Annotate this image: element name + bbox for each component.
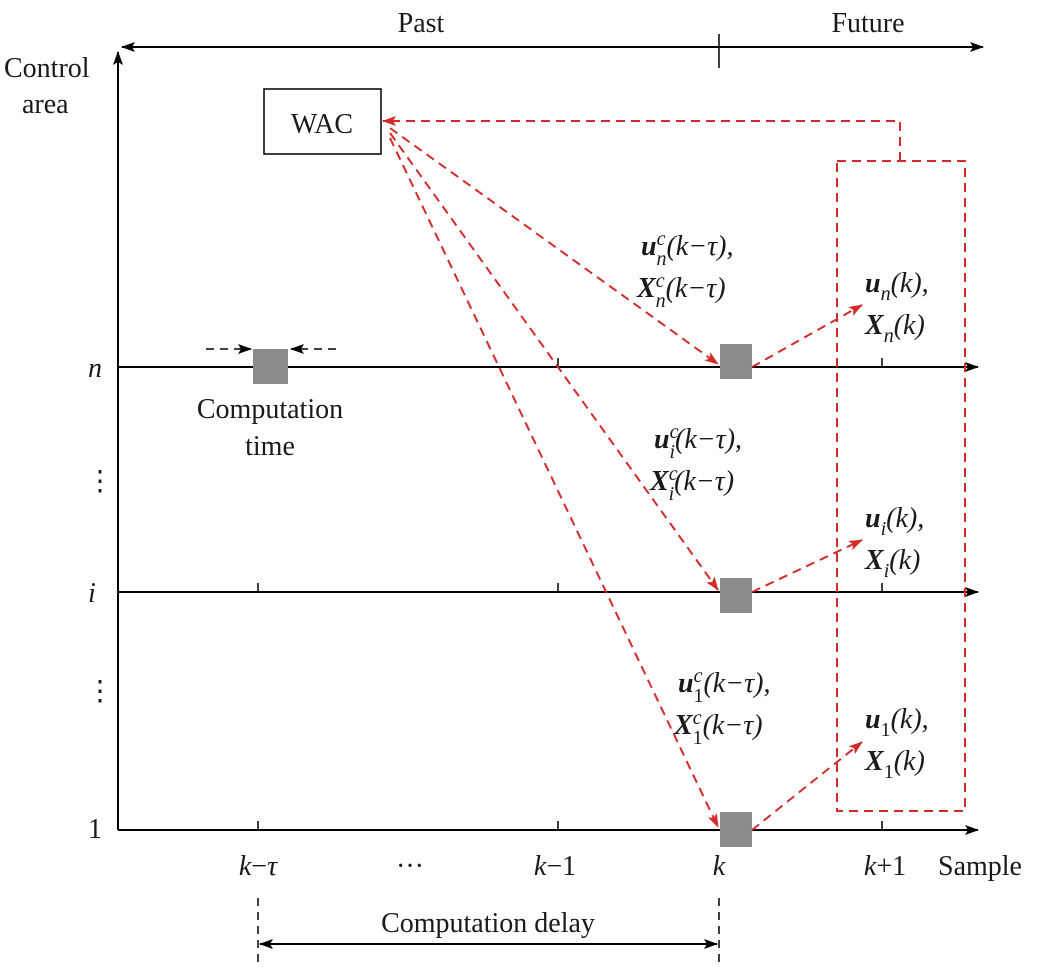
sample-blocks xyxy=(720,344,752,847)
computation-time: Computation time xyxy=(197,344,343,462)
sig-in-1-x: Xc 1(k−τ) xyxy=(673,707,763,749)
signal-labels-out: un(k), Xn(k) ui(k), Xi(k) u1(k), X1(k) xyxy=(864,268,929,783)
arrow-wac-to-n xyxy=(389,127,719,365)
sig-in-1-u: uc 1(k−τ), xyxy=(678,665,770,707)
computation-time-line2: time xyxy=(245,431,295,462)
sig-out-1-x: X1(k) xyxy=(864,746,925,783)
sig-out-n-x: Xn(k) xyxy=(864,310,925,347)
computation-block xyxy=(253,349,288,384)
feedback-to-wac xyxy=(382,116,901,161)
sig-in-i-u: uc i(k−τ), xyxy=(654,421,742,463)
y-label-dots-upper: ⋮ xyxy=(86,466,114,497)
y-label-n: n xyxy=(88,353,102,384)
arrow-i-to-output xyxy=(751,539,863,593)
y-label-i: i xyxy=(88,578,96,609)
y-label-dots-lower: ⋮ xyxy=(86,676,114,707)
y-axis: Control area n ⋮ i ⋮ 1 xyxy=(4,51,123,845)
future-label: Future xyxy=(831,8,904,39)
x-axis-labels: k−τ ··· k−1 k k+1 Sample xyxy=(239,851,1022,882)
y-label-1: 1 xyxy=(88,814,102,845)
arrow-1-to-output xyxy=(751,741,863,831)
arrow-n-to-output xyxy=(751,304,863,368)
sig-in-n-x: Xc n(k−τ) xyxy=(636,270,726,312)
signal-arrows xyxy=(382,116,966,831)
arrow-wac-to-1 xyxy=(389,137,719,828)
y-axis-title-line2: area xyxy=(22,89,69,120)
sample-block-1 xyxy=(720,812,752,847)
sample-block-i xyxy=(720,578,752,613)
x-label-k-plus-1: k+1 xyxy=(864,851,906,882)
sig-in-i-x: Xc i(k−τ) xyxy=(649,463,734,505)
sig-in-n-u: uc n(k−τ), xyxy=(641,228,733,270)
arrow-wac-to-i xyxy=(389,132,719,591)
sig-out-i-u: ui(k), xyxy=(865,503,924,540)
x-label-ellipsis: ··· xyxy=(396,851,424,882)
wac-box xyxy=(263,88,382,155)
sample-block-n xyxy=(720,344,752,379)
y-axis-title-line1: Control xyxy=(4,53,90,84)
wac-block: WAC xyxy=(263,88,382,155)
computation-delay: Computation delay xyxy=(257,62,720,962)
sig-out-i-x: Xi(k) xyxy=(864,545,920,582)
sig-out-1-u: u1(k), xyxy=(865,704,929,741)
sample-ticks xyxy=(257,358,883,830)
time-horizon-arrows: Past Future xyxy=(121,8,984,62)
x-label-k: k xyxy=(713,851,726,882)
x-label-k-minus-1: k−1 xyxy=(534,851,576,882)
computation-delay-label: Computation delay xyxy=(381,908,595,939)
wac-label: WAC xyxy=(291,109,353,140)
signal-labels-in: uc n(k−τ), Xc n(k−τ) uc i(k−τ), Xc i(k−τ) uc… xyxy=(636,228,770,749)
x-axis-title-sample: Sample xyxy=(938,851,1022,882)
past-label: Past xyxy=(398,8,445,39)
sig-out-n-u: un(k), xyxy=(865,268,929,305)
computation-time-line1: Computation xyxy=(197,394,343,425)
x-label-k-minus-tau: k−τ xyxy=(239,851,278,882)
